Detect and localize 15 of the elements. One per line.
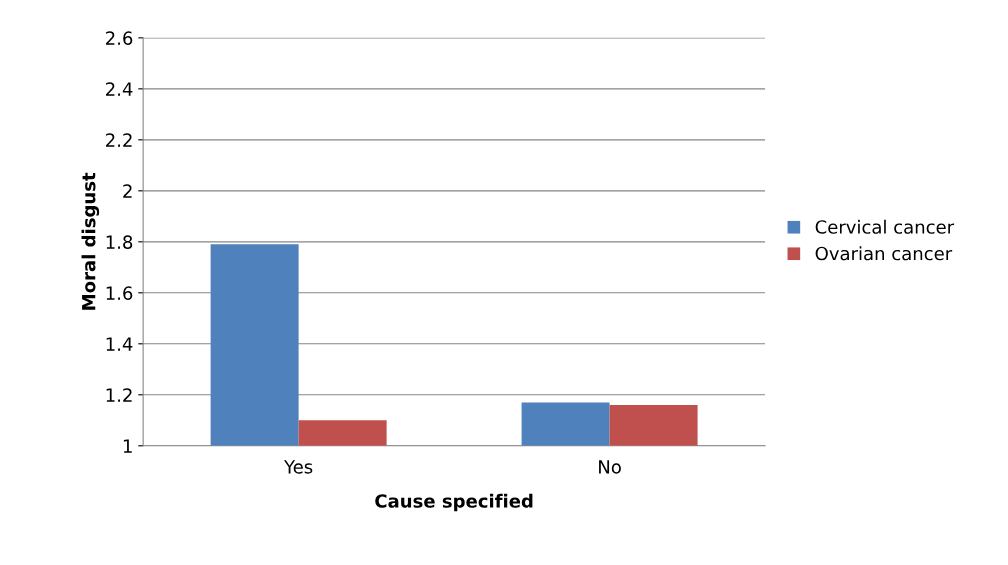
x-axis-title: Cause specified [375, 493, 533, 512]
y-tick-label: 2.6 [106, 31, 133, 45]
y-tick-label: 1.4 [106, 337, 133, 351]
y-tick-label: 1.2 [106, 388, 132, 402]
y-tick-label: 2.4 [106, 82, 133, 96]
y-axis-title: Moral disgust [81, 172, 100, 310]
y-tick-label: 2.2 [106, 133, 132, 147]
legend-label: Ovarian cancer [815, 246, 953, 261]
y-tick-label: 1.8 [106, 235, 133, 249]
y-tick-label: 1 [123, 439, 132, 453]
y-tick-label: 2 [123, 184, 132, 198]
legend-label: Cervical cancer [815, 219, 955, 234]
x-tick-label: Yes [284, 460, 313, 474]
y-tick-label: 1.6 [106, 286, 133, 300]
x-tick-label: No [599, 460, 621, 474]
